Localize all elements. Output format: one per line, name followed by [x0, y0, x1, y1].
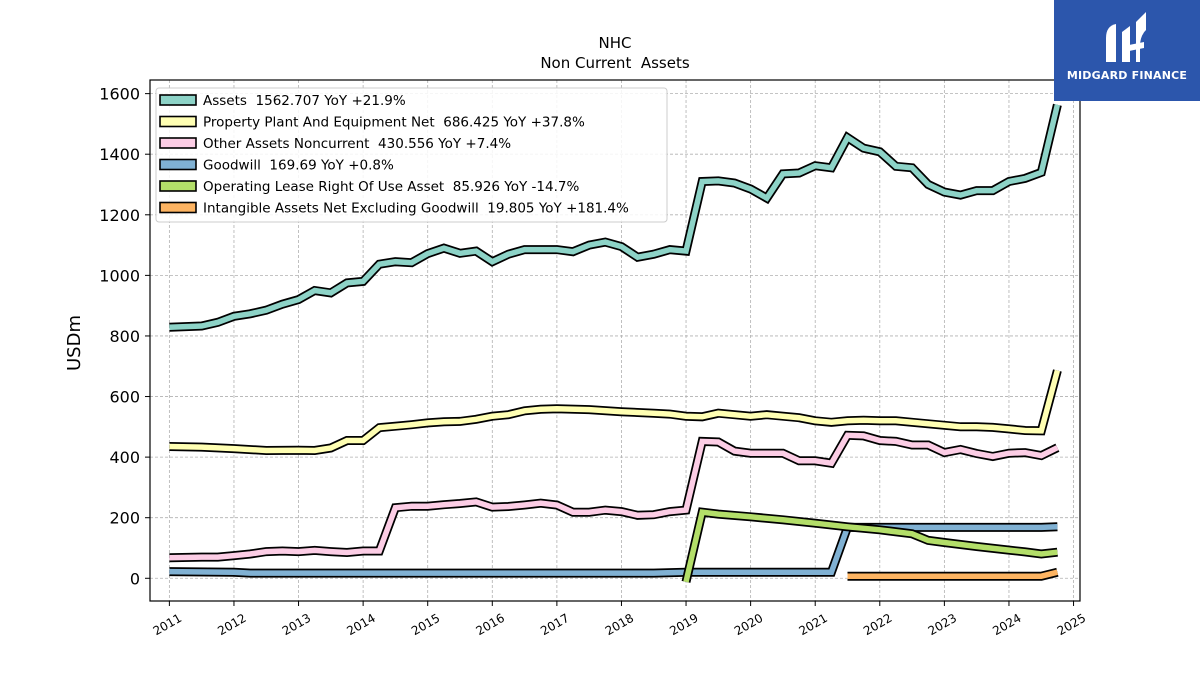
legend-swatch — [159, 158, 197, 171]
series-line — [169, 369, 1061, 454]
y-tick-label: 800 — [109, 327, 140, 346]
y-tick-label: 1400 — [99, 145, 140, 164]
y-tick-label: 400 — [109, 448, 140, 467]
legend-box — [155, 87, 668, 223]
series-operating-lease-right-of-use-asset — [681, 507, 1058, 583]
legend-swatch — [159, 115, 197, 128]
y-axis-label: USDm — [64, 315, 85, 371]
legend-swatch — [159, 137, 197, 149]
y-tick-label: 1200 — [99, 206, 140, 225]
brand-mark-icon — [1106, 12, 1146, 62]
chart-series-layer — [169, 103, 1062, 583]
x-tick-label: 2011 — [151, 611, 184, 638]
series-intangible-assets-net-excluding-goodwill — [847, 567, 1059, 581]
legend-label: Goodwill 169.69 YoY +0.8% — [203, 158, 394, 174]
x-tick-label: 2023 — [926, 611, 959, 638]
chart-title: NHC — [599, 34, 632, 52]
chart-subtitle: Non Current Assets — [540, 54, 690, 72]
plot-frame — [149, 79, 1081, 602]
x-tick-label: 2024 — [990, 611, 1023, 638]
x-tick-label: 2019 — [667, 611, 700, 638]
legend-swatch — [159, 201, 197, 214]
series-line — [169, 524, 1058, 576]
x-tick-label: 2022 — [861, 611, 894, 638]
y-tick-label: 200 — [109, 509, 140, 528]
series-line — [169, 432, 1059, 561]
legend-swatch — [159, 94, 197, 106]
y-tick-label: 1000 — [99, 266, 140, 285]
chart-legend: Assets 1562.707 YoY +21.9% Property Plant… — [155, 87, 668, 223]
y-tick-label: 1600 — [99, 85, 140, 104]
brand-logo: MIDGARD FINANCE — [1054, 0, 1200, 101]
legend-label: Intangible Assets Net Excluding Goodwill… — [203, 201, 629, 217]
x-tick-label: 2017 — [538, 611, 571, 638]
x-tick-label: 2015 — [409, 611, 442, 638]
series-other-assets-noncurrent — [169, 430, 1060, 563]
series-property-plant-and-equipment-net — [169, 369, 1062, 456]
x-tick-label: 2013 — [280, 611, 313, 638]
legend-label: Property Plant And Equipment Net 686.425… — [203, 115, 585, 131]
y-tick-label: 0 — [130, 569, 140, 588]
series-goodwill — [169, 522, 1058, 578]
x-tick-label: 2025 — [1055, 611, 1088, 638]
legend-label: Assets 1562.707 YoY +21.9% — [203, 93, 406, 109]
x-tick-label: 2016 — [474, 611, 507, 638]
x-tick-label: 2012 — [215, 611, 248, 638]
brand-name: MIDGARD FINANCE — [1066, 69, 1188, 82]
series-line — [169, 104, 1061, 330]
legend-swatch — [159, 180, 197, 192]
series-assets — [169, 103, 1062, 332]
series-line — [683, 509, 1058, 583]
x-tick-label: 2021 — [796, 611, 829, 638]
x-tick-label: 2018 — [603, 611, 636, 638]
legend-label: Other Assets Noncurrent 430.556 YoY +7.4… — [203, 136, 511, 152]
x-tick-label: 2020 — [732, 611, 765, 638]
series-line — [847, 569, 1059, 579]
x-tick-label: 2014 — [344, 611, 377, 638]
legend-label: Operating Lease Right Of Use Asset 85.92… — [203, 179, 579, 195]
y-tick-label: 600 — [109, 388, 140, 407]
